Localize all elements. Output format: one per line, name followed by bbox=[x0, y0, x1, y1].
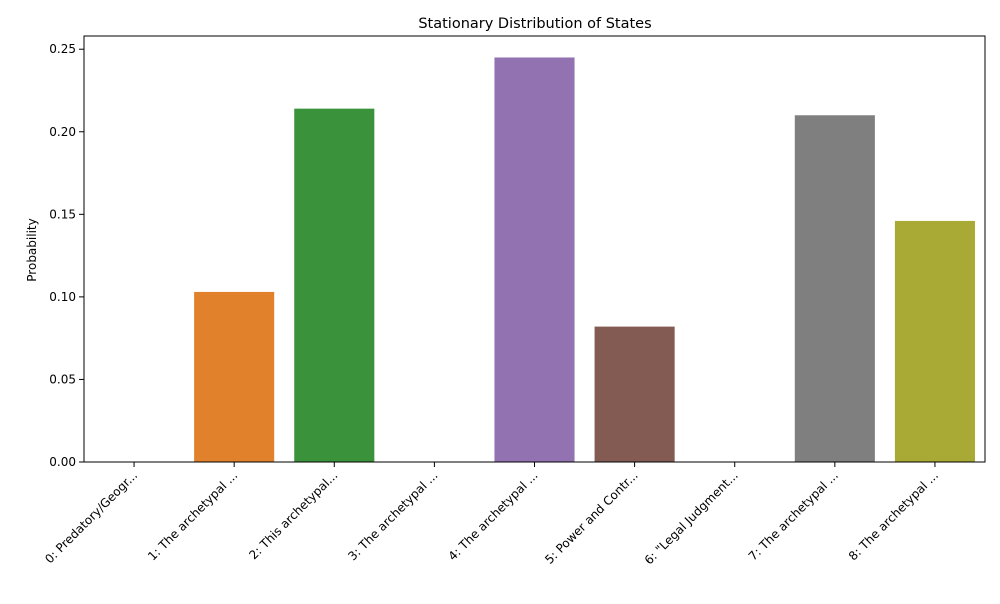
y-tick-label-2: 0.10 bbox=[49, 290, 76, 304]
x-tick-label-7: 7: The archetypal ... bbox=[746, 468, 841, 563]
y-axis-label: Probability bbox=[25, 218, 39, 281]
bar-2 bbox=[294, 108, 375, 463]
bar-8 bbox=[894, 220, 975, 462]
bar-1 bbox=[194, 291, 275, 462]
y-tick-label-4: 0.20 bbox=[49, 125, 76, 139]
bar-7 bbox=[794, 115, 875, 463]
x-tick-label-3: 3: The archetypal ... bbox=[345, 468, 440, 563]
x-tick-label-2: 2: This archetypal... bbox=[246, 468, 340, 562]
y-tick-label-5: 0.25 bbox=[49, 42, 76, 56]
x-tick-label-0: 0: Predatory/Geogr... bbox=[42, 468, 140, 566]
x-tick-label-5: 5: Power and Contr... bbox=[542, 468, 640, 566]
bar-4 bbox=[494, 57, 575, 462]
bar-5 bbox=[594, 326, 675, 462]
chart-title: Stationary Distribution of States bbox=[418, 16, 651, 32]
x-tick-label-1: 1: The archetypal ... bbox=[145, 468, 240, 563]
x-tick-label-6: 6: "Legal Judgment... bbox=[642, 468, 741, 567]
x-tick-label-4: 4: The archetypal ... bbox=[445, 468, 540, 563]
x-tick-label-8: 8: The archetypal ... bbox=[846, 468, 941, 563]
y-tick-label-3: 0.15 bbox=[49, 207, 76, 221]
plot-frame bbox=[83, 35, 986, 463]
y-tick-label-1: 0.05 bbox=[49, 372, 76, 386]
y-tick-label-0: 0.00 bbox=[49, 455, 76, 469]
